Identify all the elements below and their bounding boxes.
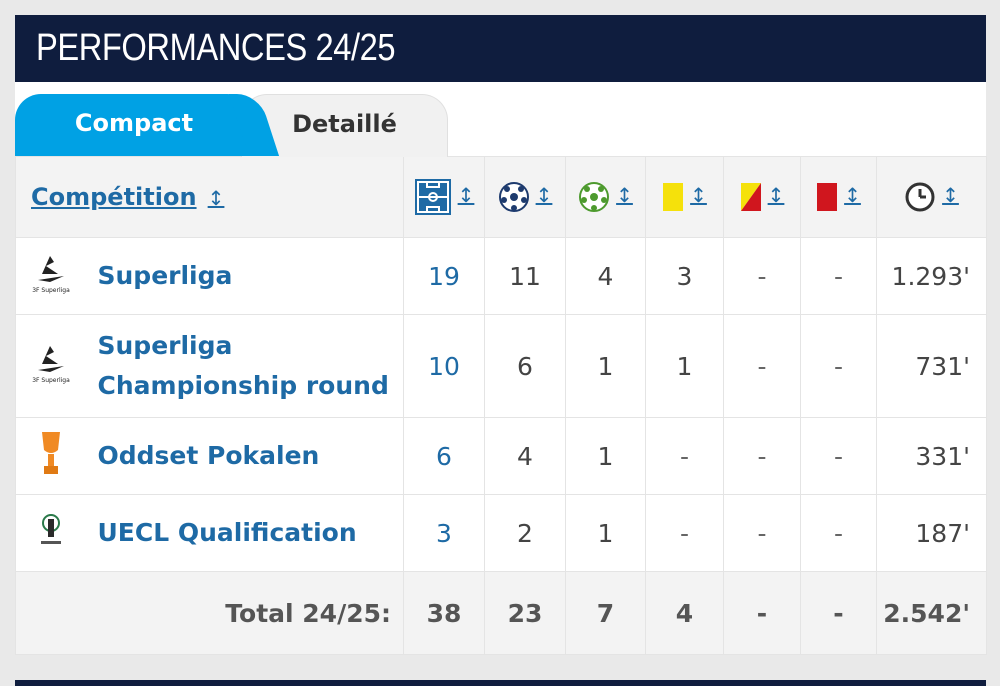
yellow-value: - — [645, 417, 724, 495]
sort-icon[interactable]: ↕ — [844, 182, 861, 207]
total-assists: 7 — [565, 571, 646, 655]
minutes-value: 187' — [876, 494, 987, 572]
sort-icon[interactable]: ↕ — [767, 182, 785, 207]
red-value: - — [800, 417, 877, 495]
yellow-value: 1 — [645, 314, 724, 418]
goals-value: 11 — [484, 237, 566, 315]
minutes-header[interactable]: ↕ — [876, 156, 987, 238]
table-row: UECL Qualification 3 2 1 - - - 187' — [15, 494, 987, 572]
clock-icon — [904, 181, 936, 213]
red-value: - — [800, 314, 877, 418]
table-row: Oddset Pokalen 6 4 1 - - - 331' — [15, 417, 987, 495]
yellow-red-value: - — [723, 417, 801, 495]
pokalen-trophy-logo — [15, 417, 86, 495]
minutes-value: 1.293' — [876, 237, 987, 315]
superliga-logo: 3F Superliga — [15, 237, 86, 315]
svg-text:3F Superliga: 3F Superliga — [32, 287, 70, 294]
stats-table: Compétition ↕ ↕ ↕ ↕ — [15, 156, 987, 655]
sort-icon[interactable]: ↕ — [457, 182, 475, 207]
goals-value: 6 — [484, 314, 566, 418]
uecl-logo — [15, 494, 86, 572]
table-row: 3F Superliga Superliga 19 11 4 3 - - 1.2… — [15, 237, 987, 315]
competition-sort-link[interactable]: Compétition — [31, 183, 197, 211]
minutes-value: 331' — [876, 417, 987, 495]
section-title: PERFORMANCES 24/25 — [36, 27, 396, 69]
assists-value: 4 — [565, 237, 646, 315]
competition-name[interactable]: Superliga Championship round — [85, 314, 404, 418]
total-row: Total 24/25: 38 23 7 4 - - 2.542' — [15, 571, 987, 655]
svg-text:3F Superliga: 3F Superliga — [32, 377, 70, 384]
yellow-card-icon — [662, 182, 684, 212]
assists-value: 1 — [565, 417, 646, 495]
sort-icon[interactable]: ↕ — [207, 186, 225, 210]
apps-value[interactable]: 10 — [403, 314, 485, 418]
table-header-row: Compétition ↕ ↕ ↕ ↕ — [15, 156, 987, 238]
pitch-icon — [414, 178, 452, 216]
ball-icon — [498, 181, 530, 213]
tab-bar: Compact Detaillé — [15, 82, 986, 157]
competition-name[interactable]: Oddset Pokalen — [85, 417, 404, 495]
sort-icon[interactable]: ↕ — [616, 182, 633, 207]
total-label: Total 24/25: — [15, 571, 404, 655]
sort-icon[interactable]: ↕ — [690, 182, 707, 207]
apps-value[interactable]: 6 — [403, 417, 485, 495]
yellow-value: - — [645, 494, 724, 572]
assist-icon — [578, 181, 610, 213]
competition-name[interactable]: Superliga — [85, 237, 404, 315]
table-row: 3F Superliga Superliga Championship roun… — [15, 314, 987, 418]
yellow-red-value: - — [723, 314, 801, 418]
performance-card: PERFORMANCES 24/25 Compact Detaillé Comp… — [15, 15, 987, 655]
yellow-red-header[interactable]: ↕ — [723, 156, 801, 238]
section-header: PERFORMANCES 24/25 — [15, 15, 986, 82]
apps-header[interactable]: ↕ — [403, 156, 485, 238]
red-value: - — [800, 237, 877, 315]
goals-value: 2 — [484, 494, 566, 572]
sort-icon[interactable]: ↕ — [535, 182, 553, 207]
yellow-value: 3 — [645, 237, 724, 315]
competition-name[interactable]: UECL Qualification — [85, 494, 404, 572]
next-section-header — [15, 680, 986, 686]
yellow-red-value: - — [723, 494, 801, 572]
apps-value[interactable]: 3 — [403, 494, 485, 572]
red-value: - — [800, 494, 877, 572]
assists-value: 1 — [565, 494, 646, 572]
minutes-value: 731' — [876, 314, 987, 418]
sort-icon[interactable]: ↕ — [942, 182, 959, 207]
total-yellow: 4 — [645, 571, 724, 655]
yellow-header[interactable]: ↕ — [645, 156, 724, 238]
tab-compact[interactable]: Compact — [15, 94, 253, 156]
competition-header: Compétition ↕ — [15, 156, 404, 238]
goals-value: 4 — [484, 417, 566, 495]
total-goals: 23 — [484, 571, 566, 655]
total-yellow-red: - — [723, 571, 801, 655]
superliga-logo: 3F Superliga — [15, 314, 86, 418]
assists-header[interactable]: ↕ — [565, 156, 646, 238]
yellow-red-value: - — [723, 237, 801, 315]
red-header[interactable]: ↕ — [800, 156, 877, 238]
total-minutes: 2.542' — [876, 571, 987, 655]
goals-header[interactable]: ↕ — [484, 156, 566, 238]
red-card-icon — [816, 182, 838, 212]
assists-value: 1 — [565, 314, 646, 418]
yellow-red-card-icon — [740, 182, 762, 212]
total-red: - — [800, 571, 877, 655]
total-apps: 38 — [403, 571, 485, 655]
apps-value[interactable]: 19 — [403, 237, 485, 315]
